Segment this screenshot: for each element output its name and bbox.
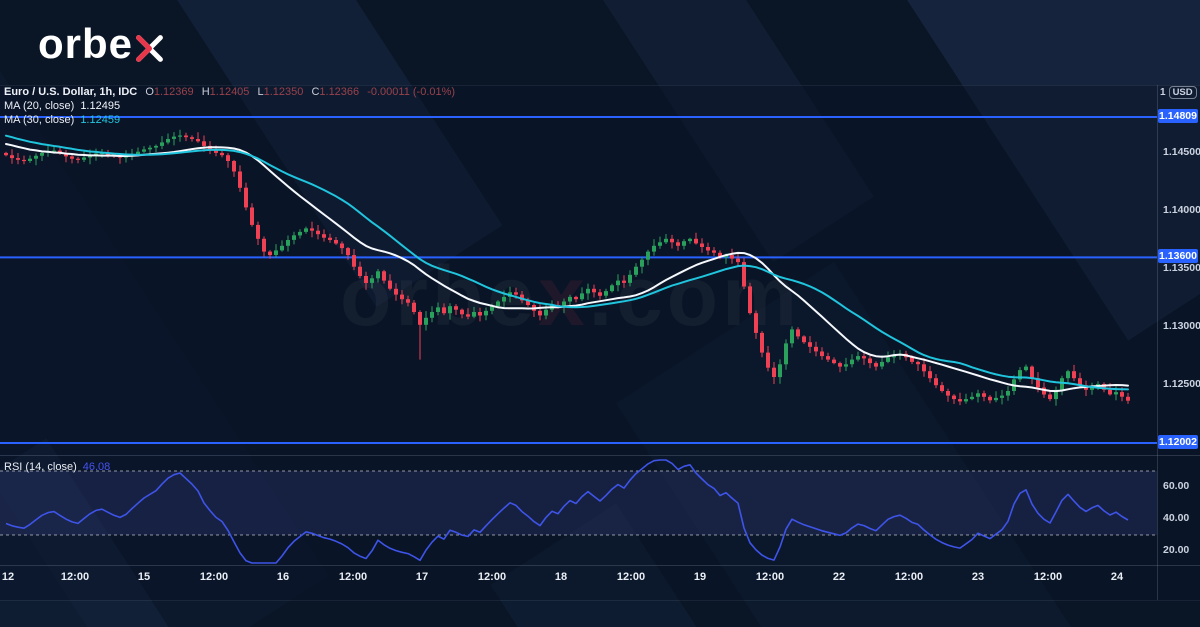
time-label: 23 — [971, 571, 985, 583]
ma30-value: 1.12459 — [80, 114, 121, 126]
time-label: 18 — [554, 571, 568, 583]
close-value: 1.12366 — [319, 86, 360, 98]
logo-text: orbe — [38, 20, 134, 67]
time-label: 16 — [276, 571, 290, 583]
ma20-label: MA (20, close) — [4, 100, 75, 112]
rsi-legend[interactable]: RSI (14, close) 46.08 — [4, 461, 110, 473]
watermark-text: .com — [589, 249, 801, 343]
time-label: 19 — [693, 571, 707, 583]
change-value: -0.00011 (-0.01%) — [367, 86, 456, 98]
time-label: 12:00 — [894, 571, 924, 583]
pane-divider[interactable] — [0, 455, 1200, 456]
time-label: 12:00 — [616, 571, 646, 583]
logo-x-icon — [136, 34, 163, 62]
chart-bottom-border — [0, 600, 1200, 601]
time-label: 15 — [137, 571, 151, 583]
ma30-row[interactable]: MA (30, close) 1.12459 — [4, 114, 455, 127]
price-axis-unit[interactable]: 1 USD 0 — [1160, 86, 1200, 99]
chart-background — [0, 85, 1200, 600]
symbol-legend: Euro / U.S. Dollar, 1h, IDC O1.12369 H1.… — [4, 86, 455, 128]
time-label: 17 — [415, 571, 429, 583]
ma20-value: 1.12495 — [80, 100, 121, 112]
time-label: 12:00 — [477, 571, 507, 583]
symbol-title[interactable]: Euro / U.S. Dollar, 1h, IDC — [4, 86, 138, 98]
time-axis-divider — [0, 565, 1200, 566]
time-label: 12:00 — [755, 571, 785, 583]
chart-top-border — [0, 85, 1200, 86]
rsi-value: 46.08 — [82, 461, 111, 473]
time-label: 12:00 — [199, 571, 229, 583]
ma20-row[interactable]: MA (20, close) 1.12495 — [4, 100, 455, 113]
low-label: L — [257, 86, 264, 98]
watermark-x: x — [538, 249, 589, 343]
open-value: 1.12369 — [153, 86, 194, 98]
time-label: 12:00 — [60, 571, 90, 583]
time-axis[interactable]: 12 12:00 15 12:00 16 12:00 17 12:00 18 12:00 19 12:… — [0, 565, 1157, 600]
high-label: H — [201, 86, 210, 98]
unit-prefix: 1 — [1160, 87, 1166, 98]
low-value: 1.12350 — [263, 86, 304, 98]
time-label: 24 — [1110, 571, 1124, 583]
rsi-pane[interactable] — [0, 458, 1157, 565]
watermark-text: orbe — [340, 249, 538, 343]
time-label: 12:00 — [338, 571, 368, 583]
price-pane[interactable] — [0, 85, 1157, 458]
currency-unit[interactable]: USD — [1168, 86, 1197, 99]
orbex-logo: orbe — [38, 18, 164, 70]
high-value: 1.12405 — [209, 86, 250, 98]
price-axis-divider — [1157, 85, 1158, 600]
time-label: 22 — [832, 571, 846, 583]
time-label: 12 — [1, 571, 15, 583]
ma30-label: MA (30, close) — [4, 114, 75, 126]
ohlc-row: Euro / U.S. Dollar, 1h, IDC O1.12369 H1.… — [4, 86, 455, 99]
close-label: C — [311, 86, 320, 98]
rsi-label: RSI (14, close) — [4, 461, 77, 473]
open-label: O — [145, 86, 154, 98]
time-label: 12:00 — [1033, 571, 1063, 583]
